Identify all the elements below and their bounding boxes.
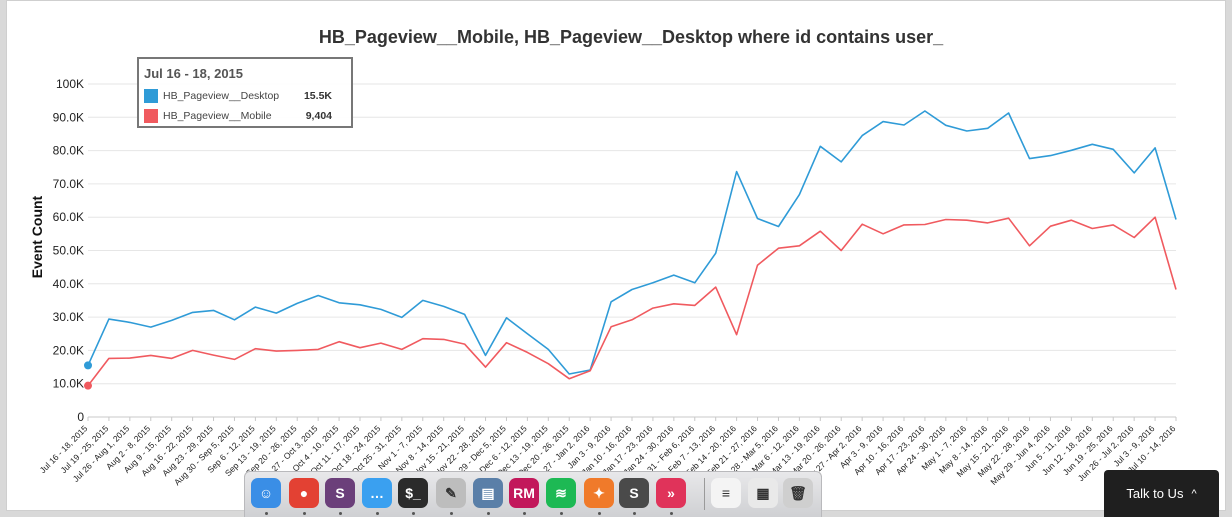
- running-indicator: [265, 512, 268, 515]
- rubymine-icon[interactable]: RM: [509, 478, 539, 508]
- finder-icon[interactable]: ☺: [251, 478, 281, 508]
- tooltip-row-mobile: HB_Pageview__Mobile 9,404: [144, 109, 344, 125]
- running-indicator: [303, 512, 306, 515]
- y-tick-label: 40.0K: [53, 277, 84, 291]
- grid-lines: [88, 83, 1176, 418]
- running-indicator: [523, 512, 526, 515]
- chevron-up-icon: ^: [1191, 487, 1197, 500]
- postman-icon[interactable]: ✦: [584, 478, 614, 508]
- y-tick-label: 50.0K: [53, 244, 84, 258]
- running-indicator: [339, 512, 342, 515]
- downloads-stack-icon[interactable]: ▦: [748, 478, 778, 508]
- y-tick-label: 20.0K: [53, 343, 84, 357]
- y-tick-label: 30.0K: [53, 310, 84, 324]
- tooltip-series-value: 9,404: [305, 110, 332, 122]
- running-indicator: [633, 512, 636, 515]
- spotify-icon[interactable]: ≋: [546, 478, 576, 508]
- desktop-swatch-icon: [144, 89, 158, 103]
- chrome-icon[interactable]: ●: [289, 478, 319, 508]
- y-tick-label: 60.0K: [53, 210, 84, 224]
- running-indicator: [560, 512, 563, 515]
- tooltip-series-name: HB_Pageview__Mobile: [163, 110, 272, 122]
- preview-icon[interactable]: ▤: [473, 478, 503, 508]
- mobile-swatch-icon: [144, 109, 158, 123]
- y-axis-ticks: 0 10.0K 20.0K 30.0K 40.0K 50.0K 60.0K 70.0K 80.0…: [53, 77, 85, 424]
- hover-markers: [84, 361, 92, 390]
- series-line-HB_Pageview__Desktop: [87, 110, 1177, 375]
- hover-point: [84, 381, 92, 390]
- y-axis-label: Event Count: [29, 195, 45, 278]
- y-tick-label: 100K: [56, 77, 84, 91]
- screenshot-thumb-icon[interactable]: ≡: [711, 478, 741, 508]
- chart-title: HB_Pageview__Mobile, HB_Pageview__Deskto…: [319, 27, 944, 47]
- sublime-icon[interactable]: S: [619, 478, 649, 508]
- y-tick-label: 10.0K: [53, 377, 84, 391]
- talk-to-us-button[interactable]: Talk to Us ^: [1104, 470, 1219, 517]
- tooltip-title: Jul 16 - 18, 2015: [144, 66, 244, 81]
- y-tick-label: 0: [77, 410, 84, 424]
- airmail-icon[interactable]: »: [656, 478, 686, 508]
- y-tick-label: 70.0K: [53, 177, 84, 191]
- trash-icon[interactable]: 🗑: [783, 478, 813, 508]
- running-indicator: [412, 512, 415, 515]
- y-tick-label: 90.0K: [53, 110, 84, 124]
- running-indicator: [450, 512, 453, 515]
- dock-separator: [704, 478, 705, 510]
- tooltip-series-value: 15.5K: [303, 90, 332, 102]
- running-indicator: [487, 512, 490, 515]
- messages-icon[interactable]: …: [362, 478, 392, 508]
- terminal-icon[interactable]: $_: [398, 478, 428, 508]
- chart-tooltip: Jul 16 - 18, 2015 HB_Pageview__Desktop 1…: [137, 57, 353, 128]
- running-indicator: [598, 512, 601, 515]
- hover-point: [84, 361, 92, 370]
- talk-to-us-label: Talk to Us: [1126, 486, 1184, 501]
- series-lines: [87, 110, 1177, 387]
- tooltip-row-desktop: HB_Pageview__Desktop 15.5K: [144, 89, 344, 105]
- macos-dock: ☺ ● S… $_ ✎ ▤ RM ≋ ✦ S» ≡ ▦ 🗑: [244, 471, 822, 517]
- running-indicator: [376, 512, 379, 515]
- tooltip-series-name: HB_Pageview__Desktop: [163, 90, 280, 102]
- slack-icon[interactable]: S: [325, 478, 355, 508]
- series-line-HB_Pageview__Mobile: [87, 216, 1177, 387]
- y-tick-label: 80.0K: [53, 144, 84, 158]
- textedit-icon[interactable]: ✎: [436, 478, 466, 508]
- running-indicator: [670, 512, 673, 515]
